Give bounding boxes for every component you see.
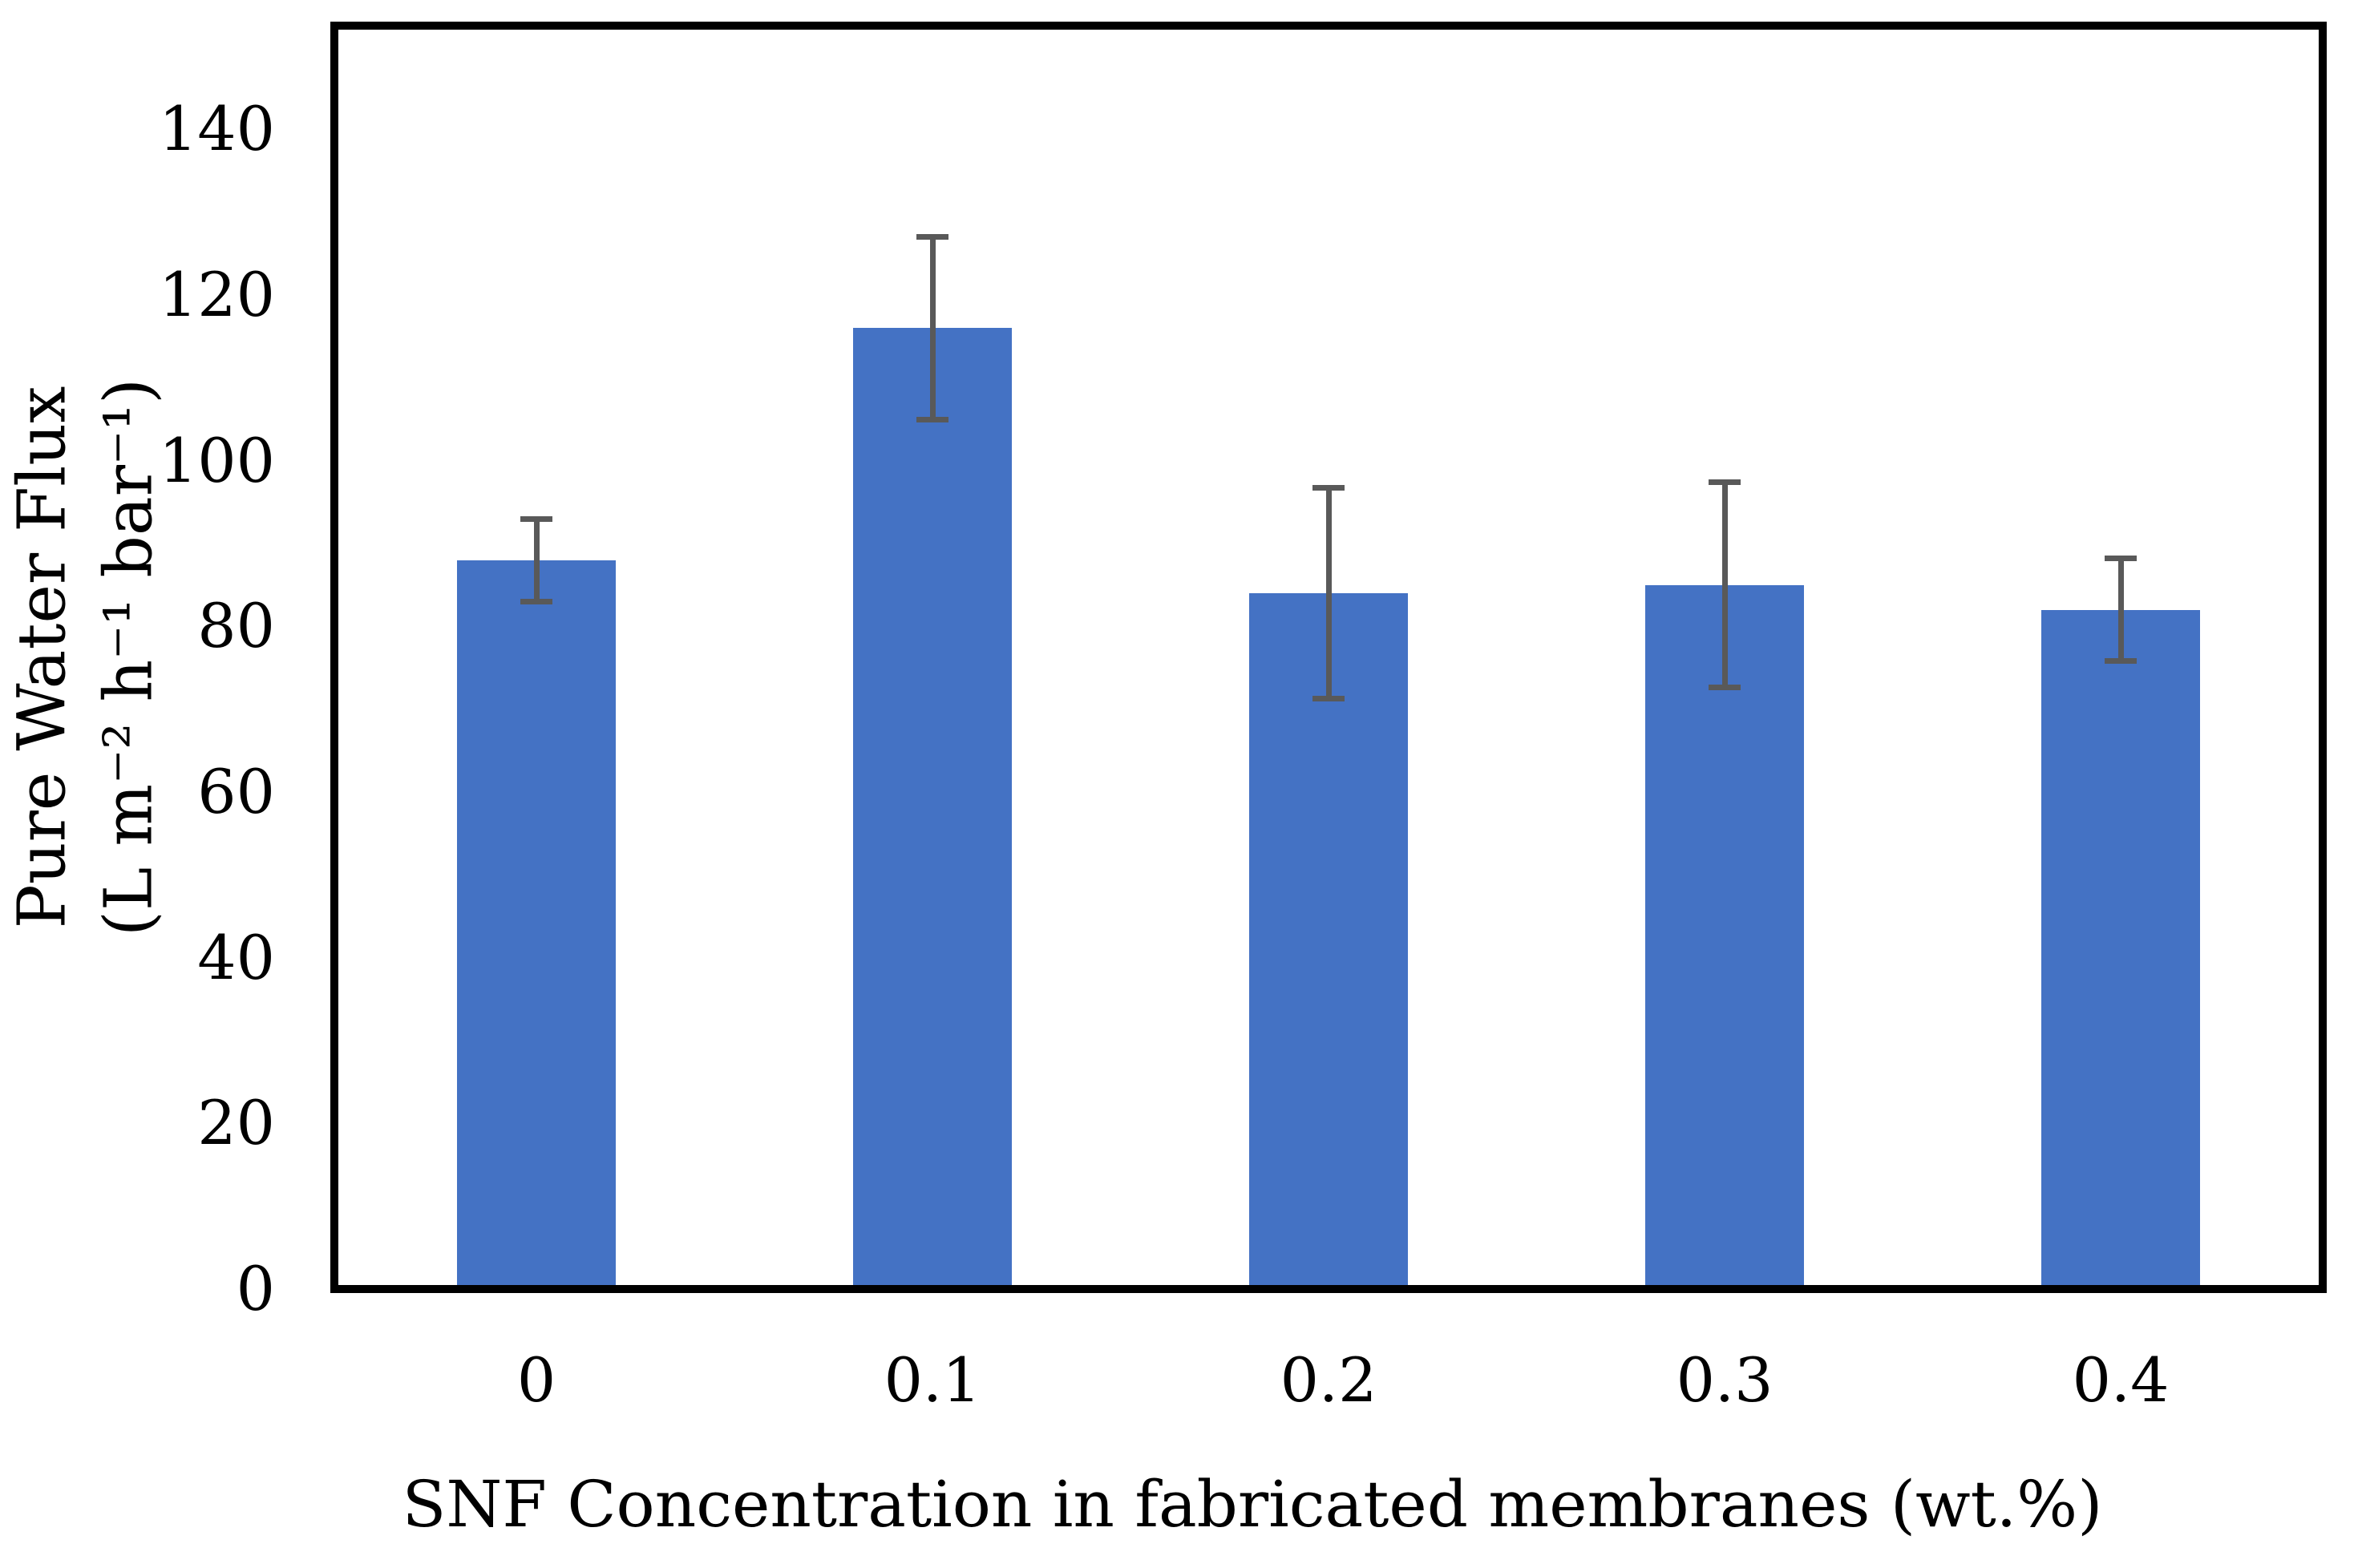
bar-0.2 [1249,593,1408,1285]
x-tick-label-0: 0 [516,1344,556,1416]
y-tick-label-140: 140 [158,93,275,165]
error-bar-0 [533,519,540,602]
y-tick-label-40: 40 [197,921,275,993]
x-tick-label-0.4: 0.4 [2072,1344,2170,1416]
error-cap-top-0 [520,515,552,522]
y-tick-label-20: 20 [197,1087,275,1159]
error-bar-0.1 [929,236,936,420]
error-bar-0.2 [1325,487,1332,699]
x-tick-label-0.1: 0.1 [884,1344,981,1416]
error-bar-0.3 [1721,482,1728,688]
x-tick-label-0.2: 0.2 [1280,1344,1377,1416]
error-cap-bottom-0.4 [2105,658,2137,665]
y-tick-label-0: 0 [236,1253,275,1324]
bar-0.1 [853,328,1012,1285]
error-bar-0.4 [2117,558,2124,661]
y-tick-label-60: 60 [197,756,275,828]
y-axis-title: Pure Water Flux (L m⁻² h⁻¹ bar⁻¹) [0,24,184,1291]
bar-0.4 [2041,609,2200,1285]
error-cap-bottom-0.2 [1312,695,1345,701]
error-cap-top-0.4 [2105,556,2137,562]
plot-frame [330,22,2327,1293]
error-cap-top-0.1 [916,234,948,240]
y-axis-title-line1: Pure Water Flux [4,386,81,929]
y-tick-label-120: 120 [158,259,275,331]
bar-0 [457,560,616,1285]
bar-0.3 [1645,584,1804,1285]
y-axis-title-line2: (L m⁻² h⁻¹ bar⁻¹) [91,378,168,937]
error-cap-bottom-0 [520,598,552,604]
error-cap-top-0.3 [1709,479,1741,486]
y-tick-label-100: 100 [158,424,275,496]
error-cap-bottom-0.3 [1709,685,1741,691]
error-cap-bottom-0.1 [916,416,948,422]
error-cap-top-0.2 [1312,485,1345,491]
x-tick-label-0.3: 0.3 [1676,1344,1774,1416]
x-axis-title: SNF Concentration in fabricated membrane… [402,1467,2103,1542]
y-tick-label-80: 80 [197,590,275,662]
